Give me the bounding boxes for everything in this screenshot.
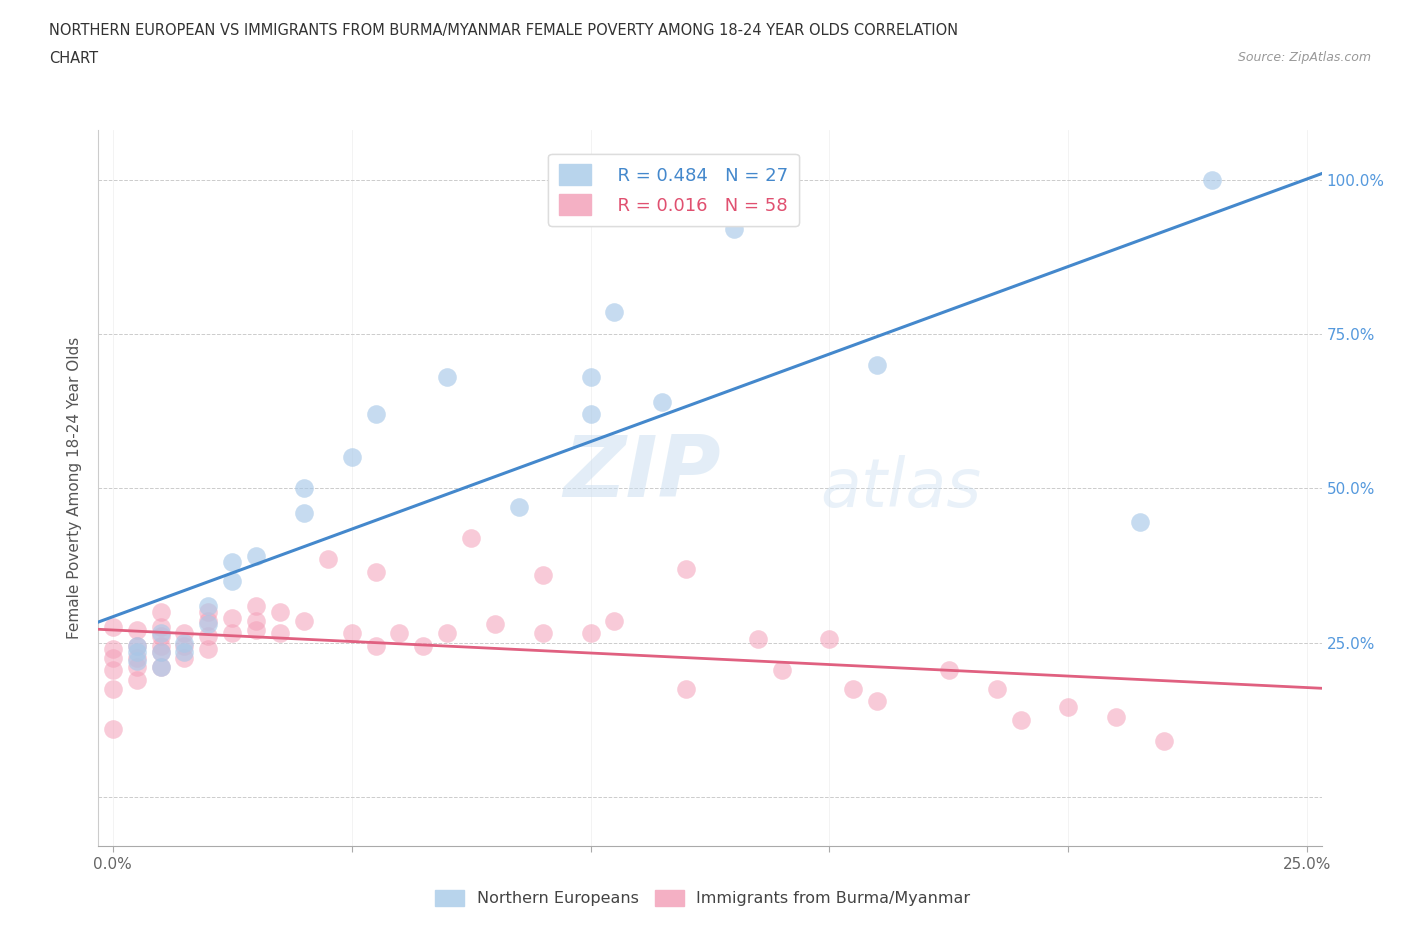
Point [149,660,172,675]
Point [269,626,291,641]
Point [292,614,315,629]
Point [986,682,1008,697]
Text: ZIP: ZIP [564,432,721,515]
Point [747,632,769,647]
Point [579,370,602,385]
Point [197,629,219,644]
Point [125,623,148,638]
Point [221,610,243,625]
Point [388,626,411,641]
Point [531,626,554,641]
Point [101,722,124,737]
Point [125,672,148,687]
Point [221,574,243,589]
Point [651,394,673,409]
Point [149,644,172,659]
Point [1153,734,1175,749]
Point [412,638,434,653]
Point [579,626,602,641]
Point [675,682,697,697]
Text: atlas: atlas [820,456,981,521]
Point [197,642,219,657]
Point [770,663,793,678]
Point [197,614,219,629]
Point [1105,710,1128,724]
Point [173,651,195,666]
Point [842,682,865,697]
Point [101,619,124,634]
Point [866,357,889,372]
Point [364,565,387,579]
Point [125,638,148,653]
Point [436,370,458,385]
Point [101,663,124,678]
Point [866,694,889,709]
Point [364,638,387,653]
Y-axis label: Female Poverty Among 18-24 Year Olds: Female Poverty Among 18-24 Year Olds [67,338,83,640]
Text: CHART: CHART [49,51,98,66]
Text: NORTHERN EUROPEAN VS IMMIGRANTS FROM BURMA/MYANMAR FEMALE POVERTY AMONG 18-24 YE: NORTHERN EUROPEAN VS IMMIGRANTS FROM BUR… [49,23,959,38]
Point [173,626,195,641]
Point [245,623,267,638]
Point [364,406,387,421]
Point [1010,712,1032,727]
Point [340,450,363,465]
Point [149,644,172,659]
Point [484,617,506,631]
Point [173,638,195,653]
Point [675,561,697,576]
Point [340,626,363,641]
Point [1129,515,1152,530]
Point [221,555,243,570]
Legend: Northern Europeans, Immigrants from Burma/Myanmar: Northern Europeans, Immigrants from Burm… [429,884,977,912]
Point [818,632,841,647]
Point [245,614,267,629]
Point [101,642,124,657]
Point [197,617,219,631]
Point [149,660,172,675]
Point [269,604,291,619]
Point [603,614,626,629]
Point [292,506,315,521]
Point [173,644,195,659]
Point [603,305,626,320]
Point [149,619,172,634]
Point [125,651,148,666]
Point [436,626,458,641]
Point [125,654,148,669]
Legend:   R = 0.484   N = 27,   R = 0.016   N = 58: R = 0.484 N = 27, R = 0.016 N = 58 [548,153,799,226]
Point [1057,700,1080,715]
Point [149,626,172,641]
Point [245,598,267,613]
Point [938,663,960,678]
Point [508,499,530,514]
Point [197,598,219,613]
Point [125,644,148,659]
Point [149,638,172,653]
Point [723,221,745,236]
Point [292,481,315,496]
Point [221,626,243,641]
Point [125,638,148,653]
Point [149,629,172,644]
Point [149,604,172,619]
Point [316,551,339,566]
Point [460,530,482,545]
Point [579,406,602,421]
Point [173,635,195,650]
Point [245,549,267,564]
Point [531,567,554,582]
Point [125,660,148,675]
Point [1201,172,1223,187]
Text: Source: ZipAtlas.com: Source: ZipAtlas.com [1237,51,1371,64]
Point [101,682,124,697]
Point [101,651,124,666]
Point [197,604,219,619]
